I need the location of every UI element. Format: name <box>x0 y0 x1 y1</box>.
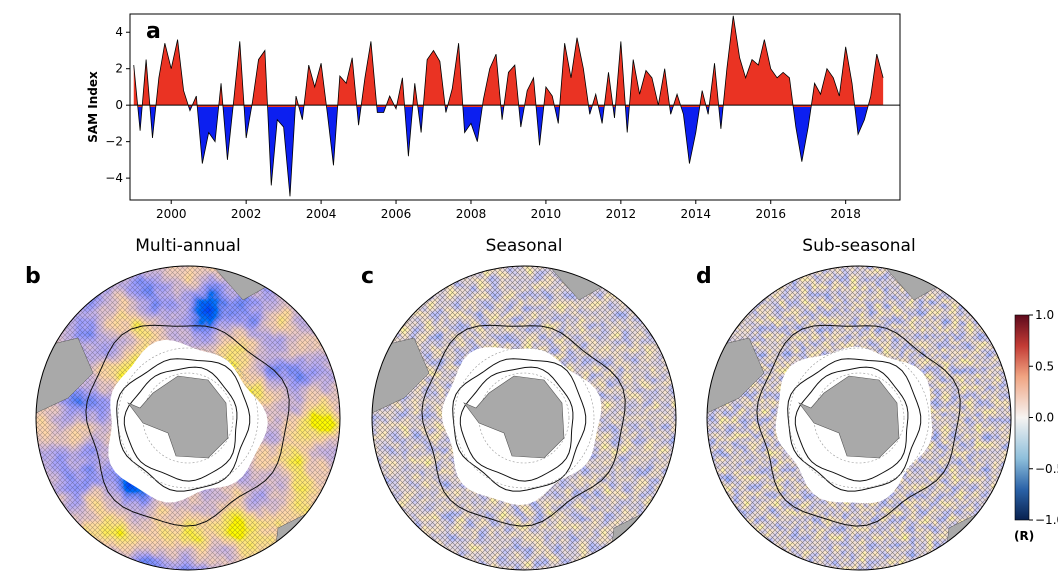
map-title: Sub-seasonal <box>802 236 915 256</box>
front-contour <box>85 324 290 527</box>
y-tick-label: 0 <box>115 98 123 112</box>
colorbar-tick-label: 0.0 <box>1035 411 1054 425</box>
map-panel: Multi-annual b <box>25 236 341 571</box>
y-tick-label: −2 <box>105 135 123 149</box>
latitude-circle <box>453 347 595 489</box>
x-tick-label: 2006 <box>381 207 412 221</box>
antarctica <box>127 375 229 459</box>
map-title: Seasonal <box>486 236 563 256</box>
colorbar-tick-label: 0.5 <box>1035 359 1054 373</box>
colorbar-ticks: 1.0 0.5 0.0 −0.5 −1.0 <box>1029 308 1058 527</box>
map-title: Multi-annual <box>135 236 241 256</box>
latitude-circle <box>117 347 259 489</box>
y-tick-label: −4 <box>105 171 123 185</box>
x-tick-label: 2016 <box>755 207 786 221</box>
front-contour <box>756 324 961 527</box>
front-contour <box>123 366 238 482</box>
latitude-circle <box>788 347 930 489</box>
land-south-america <box>36 337 94 414</box>
map-panel: Seasonal c <box>361 236 677 571</box>
antarctica <box>798 375 900 459</box>
x-tick-label: 2018 <box>830 207 861 221</box>
front-contour <box>116 358 251 492</box>
colorbar-tick-label: −1.0 <box>1035 513 1058 527</box>
map-body <box>36 266 340 570</box>
panel-label: c <box>361 264 374 289</box>
front-contour <box>787 358 922 492</box>
map-outline <box>35 265 341 571</box>
colorbar-tick-label: −0.5 <box>1035 462 1058 476</box>
panel-label: d <box>696 264 712 289</box>
y-axis-label: SAM Index <box>86 71 100 143</box>
map-body <box>707 266 1011 570</box>
positive-area <box>133 15 884 107</box>
map-outline <box>706 265 1012 571</box>
x-tick-label: 2000 <box>156 207 187 221</box>
antarctica <box>463 375 565 459</box>
maps: Multi-annual b Seasonal c Sub-seasonal d <box>25 236 1012 571</box>
front-contour <box>794 366 909 482</box>
panel-label: a <box>146 19 161 44</box>
x-tick-label: 2012 <box>606 207 637 221</box>
colorbar <box>1014 314 1030 521</box>
x-tick-label: 2004 <box>306 207 337 221</box>
front-contour <box>421 324 626 527</box>
plot-frame <box>129 13 901 201</box>
y-tick-label: 2 <box>115 62 123 76</box>
sam-line <box>133 15 884 197</box>
map-body <box>372 266 676 570</box>
y-tick-label: 4 <box>115 25 123 39</box>
x-tick-label: 2014 <box>681 207 712 221</box>
axes: −4 −2 0 2 4 2000 2002 2004 2006 2008 2010 2012 2014 2… <box>105 25 861 221</box>
front-contour <box>452 358 587 492</box>
front-contour <box>459 366 574 482</box>
map-outline <box>371 265 677 571</box>
map-panel: Sub-seasonal d <box>696 236 1012 571</box>
plot-area <box>130 15 900 197</box>
colorbar-tick-label: 1.0 <box>1035 308 1054 322</box>
x-tick-label: 2002 <box>231 207 262 221</box>
panel-label: b <box>25 264 41 289</box>
land-south-america <box>372 337 430 414</box>
land-south-america <box>707 337 765 414</box>
x-tick-label: 2010 <box>531 207 562 221</box>
colorbar-label: (R) <box>1014 529 1034 543</box>
x-tick-label: 2008 <box>456 207 487 221</box>
